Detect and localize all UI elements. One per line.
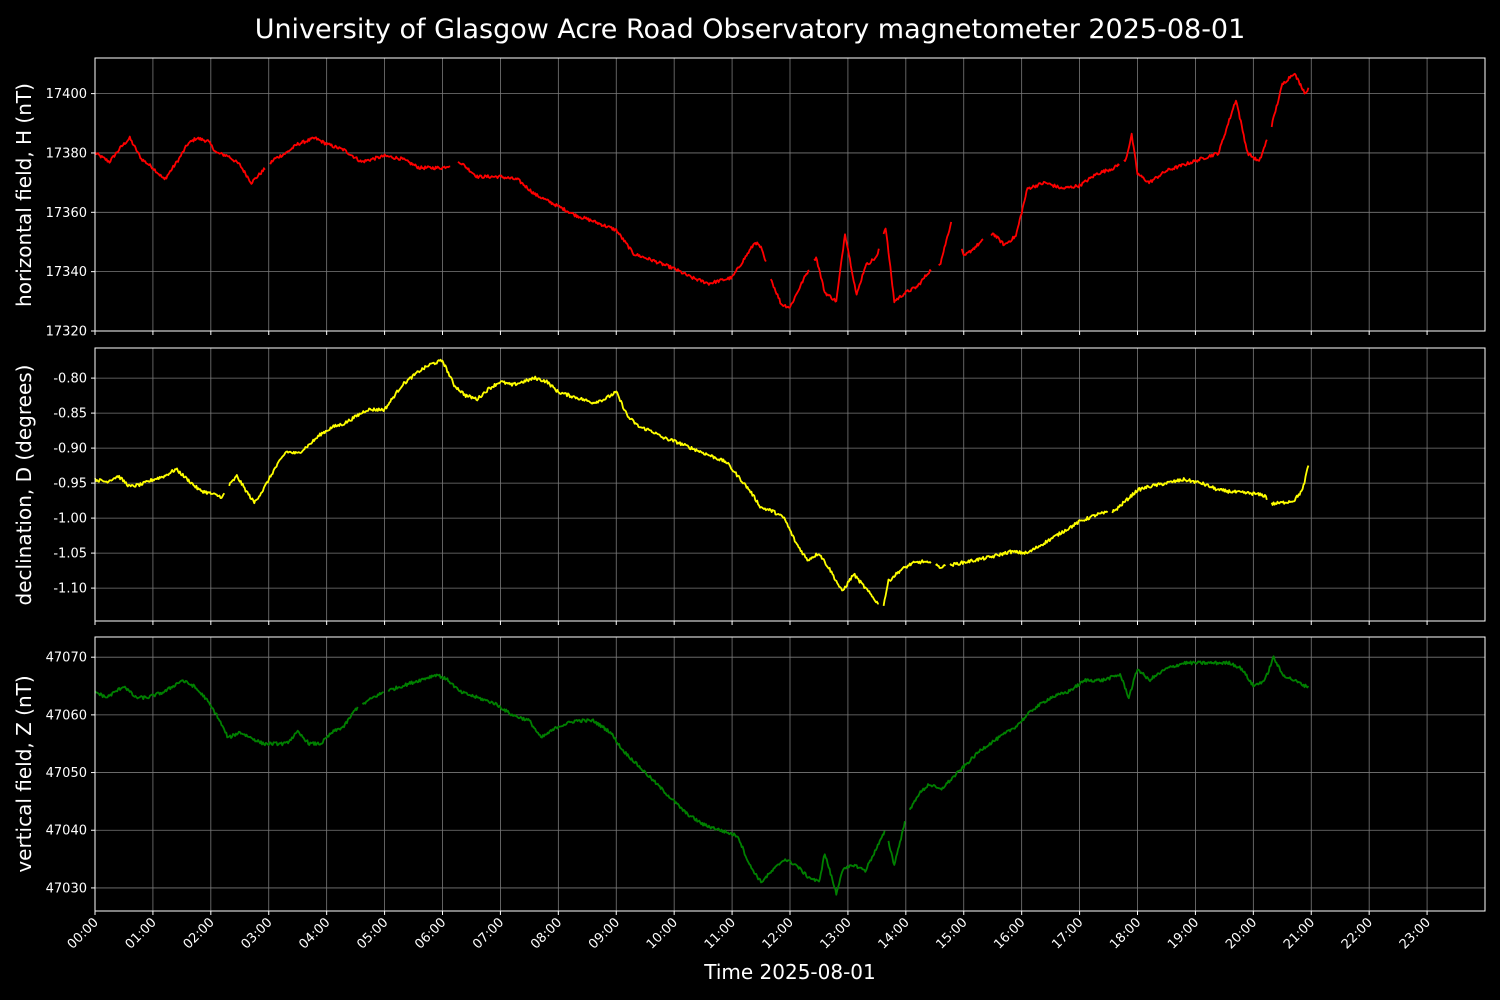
x-tick-label: 05:00 bbox=[354, 915, 391, 952]
x-tick-label: 11:00 bbox=[702, 915, 739, 952]
panel-2: 47030 47040 47050 47060 47070 bbox=[46, 636, 1486, 915]
x-tick-label: 08:00 bbox=[528, 915, 565, 952]
x-tick-label: 04:00 bbox=[296, 915, 333, 952]
x-tick-label: 21:00 bbox=[1281, 915, 1318, 952]
x-tick-label: 10:00 bbox=[644, 915, 681, 952]
y-tick-label: -0.95 bbox=[53, 477, 87, 492]
y-tick-label: -0.80 bbox=[53, 372, 87, 387]
y-tick-label: 17380 bbox=[46, 146, 87, 161]
x-tick-label: 07:00 bbox=[470, 915, 507, 952]
x-tick-label: 22:00 bbox=[1339, 915, 1376, 952]
x-tick-label: 17:00 bbox=[1049, 915, 1086, 952]
y-axis-label-declination: declination, D (degrees) bbox=[12, 364, 36, 606]
x-tick-label: 12:00 bbox=[760, 915, 797, 952]
plot-frame bbox=[94, 347, 1486, 622]
panel-0: 17320 17340 17360 17380 17400 bbox=[46, 57, 1486, 340]
x-tick-label: 03:00 bbox=[238, 915, 275, 952]
y-tick-label: 17360 bbox=[46, 206, 87, 221]
y-tick-label: 17400 bbox=[46, 87, 87, 102]
y-tick-label: -1.10 bbox=[53, 582, 87, 597]
y-axis-label-vertical-field: vertical field, Z (nT) bbox=[12, 675, 36, 873]
x-tick-label: 09:00 bbox=[586, 915, 623, 952]
y-tick-label: -1.00 bbox=[53, 512, 87, 527]
plot-frame bbox=[94, 57, 1486, 332]
x-tick-label: 15:00 bbox=[933, 915, 970, 952]
x-tick-label: 20:00 bbox=[1223, 915, 1260, 952]
x-tick-label: 23:00 bbox=[1397, 915, 1434, 952]
x-tick-label: 19:00 bbox=[1165, 915, 1202, 952]
y-tick-label: 47050 bbox=[46, 766, 87, 781]
y-tick-label: 17320 bbox=[46, 325, 87, 340]
x-tick-label: 16:00 bbox=[991, 915, 1028, 952]
series-line bbox=[94, 72, 1310, 309]
x-tick-label: 01:00 bbox=[123, 915, 160, 952]
x-tick-label: 00:00 bbox=[65, 915, 102, 952]
x-axis-label: Time 2025-08-01 bbox=[704, 960, 876, 984]
plot-frame bbox=[94, 636, 1486, 912]
x-tick-label: 06:00 bbox=[412, 915, 449, 952]
y-tick-label: -0.85 bbox=[53, 407, 87, 422]
series-line bbox=[94, 655, 1310, 896]
y-tick-label: 47040 bbox=[46, 824, 87, 839]
y-tick-label: 17340 bbox=[46, 265, 87, 280]
panel-1: -1.10 -1.05 -1.00 -0.95 -0.90 -0.85 -0.80 bbox=[53, 347, 1486, 625]
chart-title: University of Glasgow Acre Road Observat… bbox=[254, 14, 1246, 45]
y-tick-label: 47030 bbox=[46, 881, 87, 896]
y-tick-label: 47060 bbox=[46, 708, 87, 723]
x-tick-label: 02:00 bbox=[181, 915, 218, 952]
x-tick-label: 14:00 bbox=[876, 915, 913, 952]
y-axis-label-horizontal-field: horizontal field, H (nT) bbox=[12, 83, 36, 307]
y-tick-label: -0.90 bbox=[53, 442, 87, 457]
series-line bbox=[94, 358, 1310, 607]
x-tick-label: 13:00 bbox=[818, 915, 855, 952]
x-tick-label: 18:00 bbox=[1107, 915, 1144, 952]
y-tick-label: -1.05 bbox=[53, 547, 87, 562]
y-tick-label: 47070 bbox=[46, 651, 87, 666]
